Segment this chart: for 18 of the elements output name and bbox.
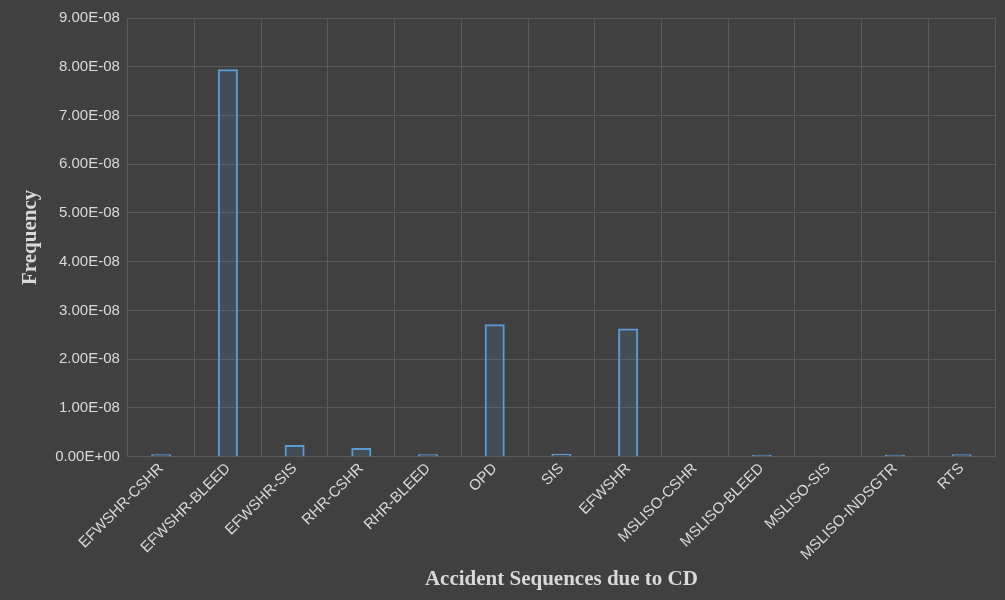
x-tick-label: SIS [537,459,567,489]
y-tick-label: 8.00E-08 [58,56,120,74]
y-tick-label: 9.00E-08 [58,8,120,26]
y-tick-label: 2.00E-08 [58,349,120,367]
y-tick-label: 0.00E+00 [55,446,120,464]
bar [618,328,639,457]
bar [284,445,305,457]
y-tick-label: 6.00E-08 [58,154,120,172]
x-axis-title: Accident Sequences due to CD [424,565,698,590]
y-tick-label: 4.00E-08 [58,251,120,269]
y-tick-label: 3.00E-08 [58,300,120,318]
y-tick-label: 5.00E-08 [58,203,120,221]
bar [351,447,372,457]
bar [217,69,238,457]
y-axis-title: Frequency [17,189,42,286]
bar [484,324,505,457]
y-tick-label: 7.00E-08 [58,105,120,123]
y-tick-label: 1.00E-08 [58,398,120,416]
